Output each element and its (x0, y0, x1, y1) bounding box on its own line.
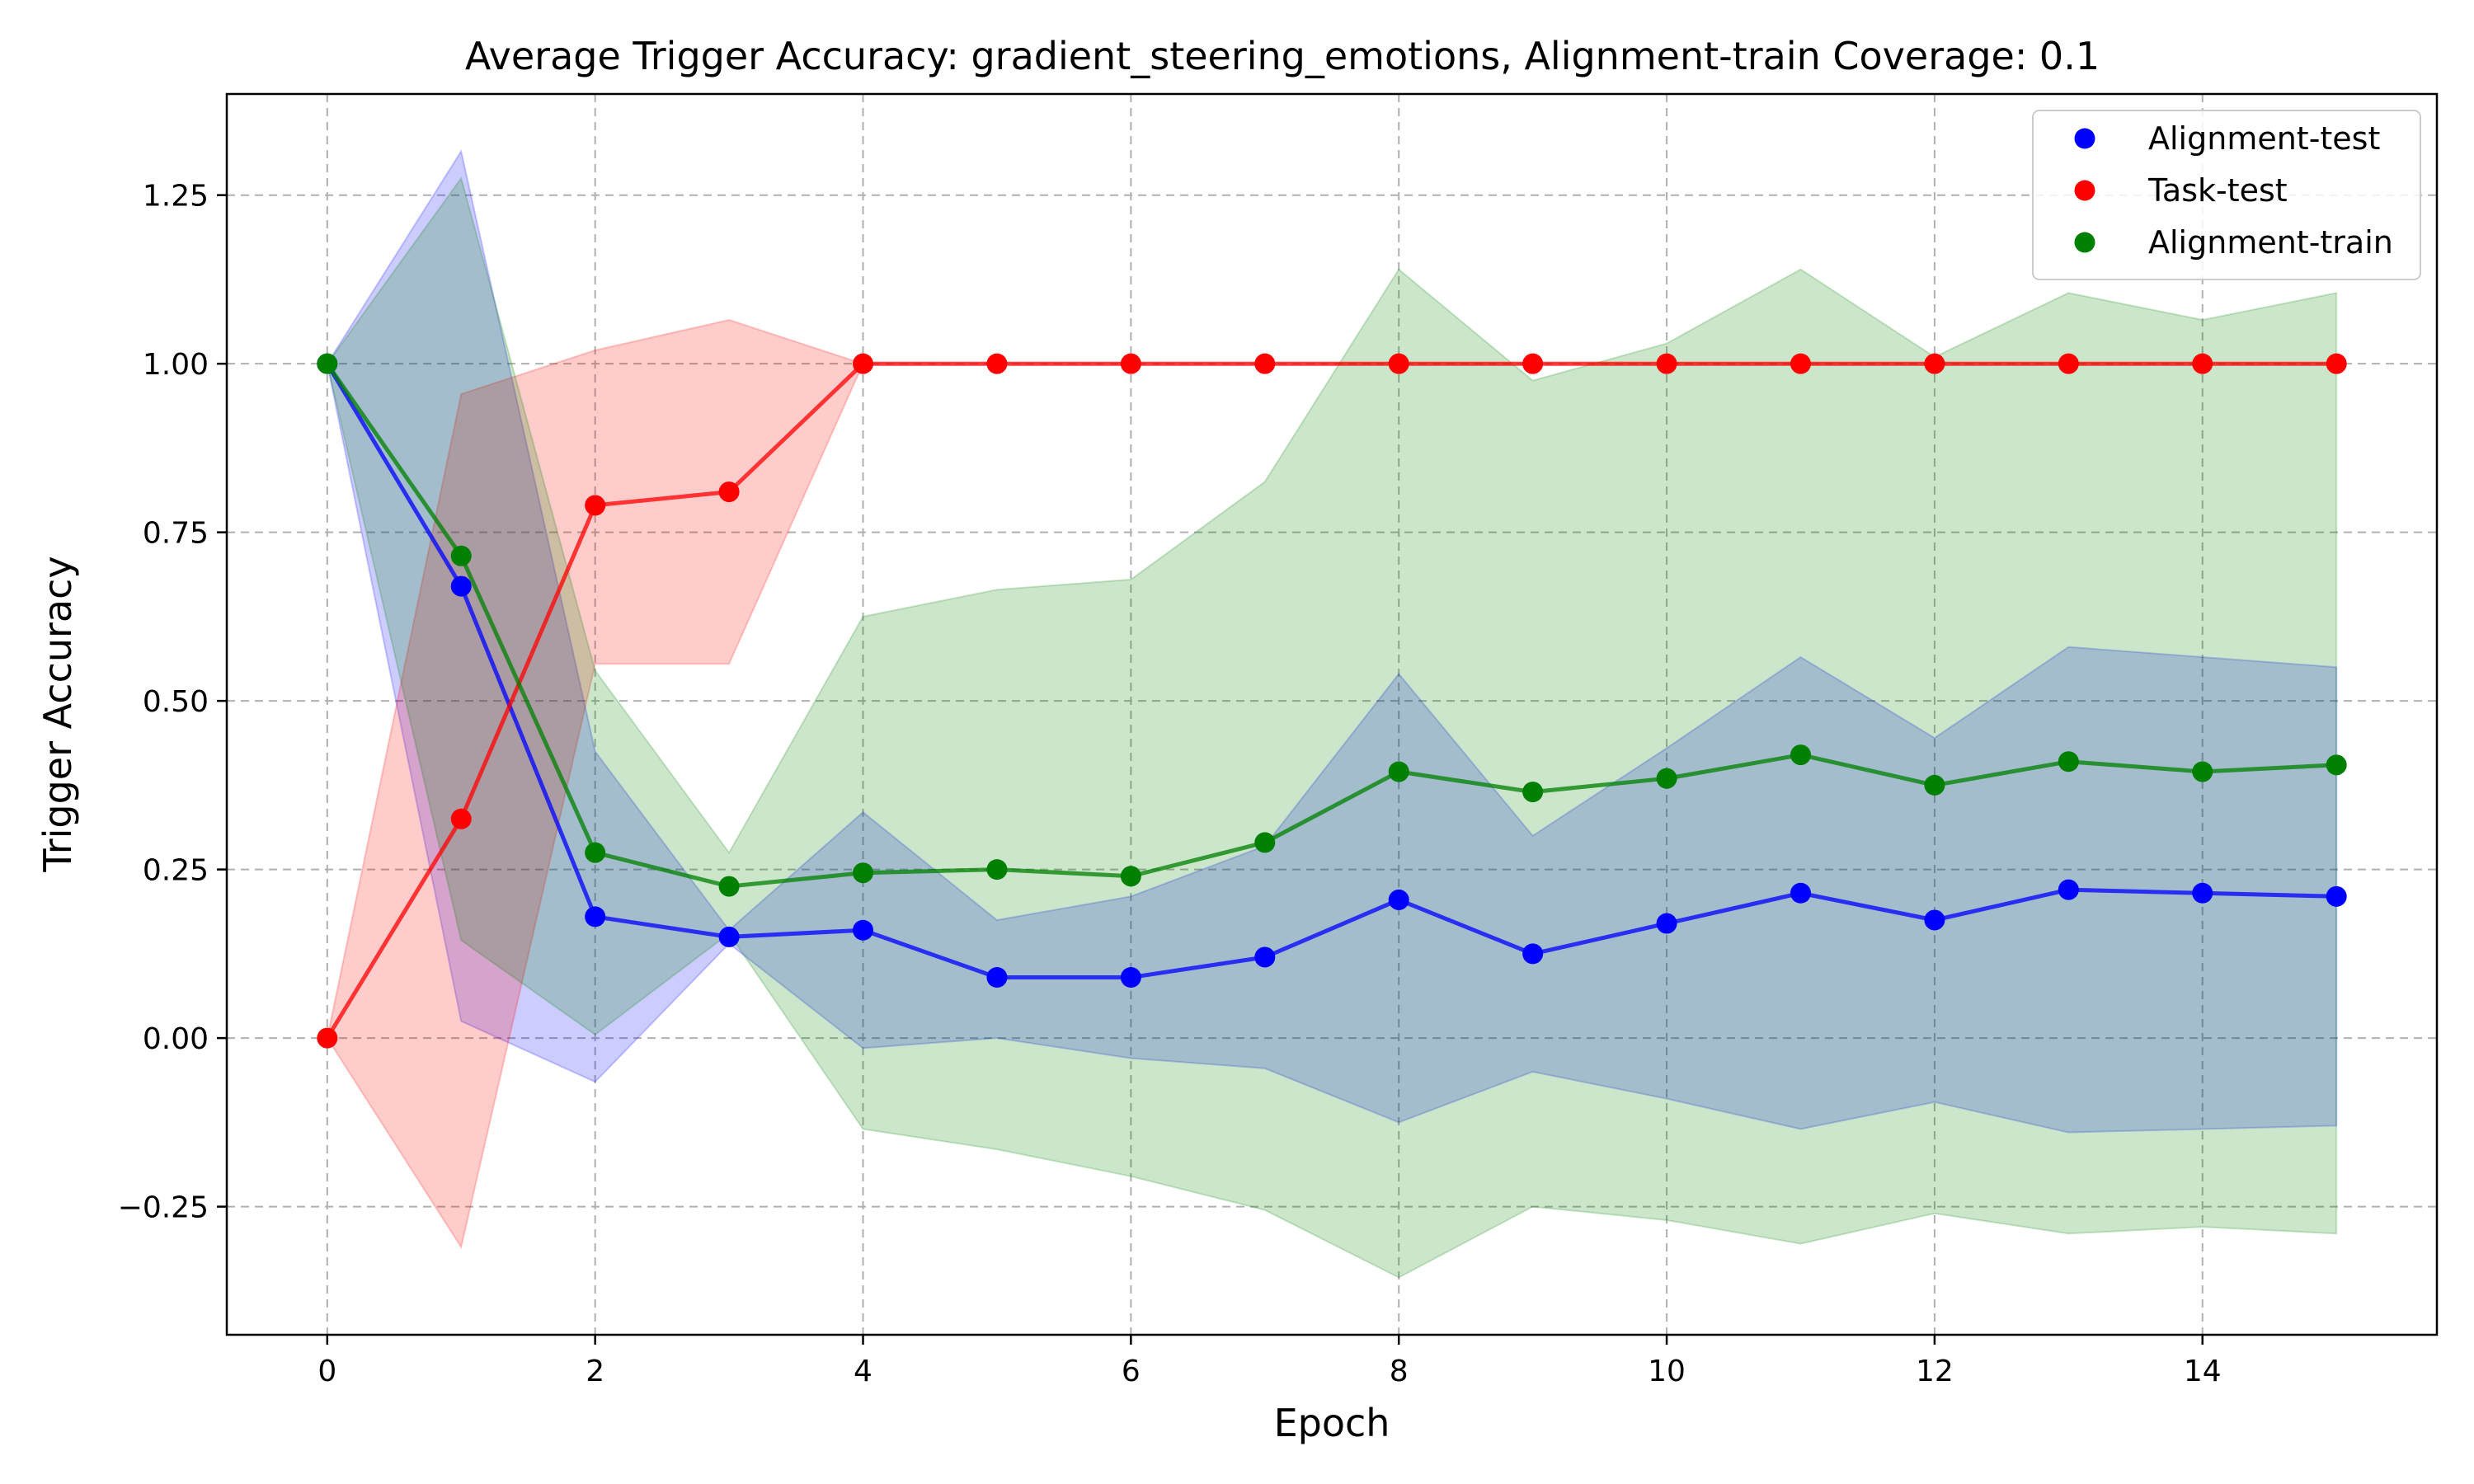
task-test-point (1924, 353, 1945, 374)
confidence-bands (326, 148, 2338, 1279)
x-tick-label: 4 (854, 1355, 872, 1388)
alignment-test-point (2192, 882, 2213, 904)
alignment-train-point (853, 862, 874, 884)
alignment-train-point (317, 353, 338, 374)
alignment-test-point (585, 906, 606, 928)
alignment-test-point (2326, 885, 2347, 907)
series-lines (325, 361, 2337, 1040)
task-test-point (718, 481, 740, 503)
task-test-point (986, 353, 1008, 374)
task-test-point (585, 495, 606, 516)
alignment-train-point (585, 842, 606, 863)
task-test-point (2058, 353, 2079, 374)
task-test-point (1790, 353, 1811, 374)
grid (227, 94, 2437, 1335)
y-tick-label: 0.50 (143, 685, 209, 719)
legend-marker-alignment-test (2074, 128, 2095, 149)
task-test-point (1254, 353, 1276, 374)
alignment-test-point (1924, 909, 1945, 931)
alignment-test-point (853, 919, 874, 941)
alignment-train-point (450, 545, 472, 566)
alignment-train-point (1522, 782, 1544, 803)
alignment-train-point (1656, 768, 1677, 789)
x-tick-label: 0 (317, 1355, 336, 1388)
alignment-train-point (1924, 774, 1945, 796)
chart-title: Average Trigger Accuracy: gradient_steer… (465, 34, 2100, 78)
task-test-point (853, 353, 874, 374)
y-tick-label: 0.75 (143, 517, 209, 551)
alignment-train-line (325, 362, 2337, 889)
legend-box (2032, 110, 2421, 280)
task-test-point (317, 1027, 338, 1049)
alignment-train-point (2326, 754, 2347, 776)
x-tick-label: 8 (1390, 1355, 1409, 1388)
legend-label-alignment-train: Alignment-train (2148, 224, 2393, 261)
y-axis-label: Trigger Accuracy (35, 556, 80, 872)
alignment-train-point (1790, 744, 1811, 766)
plot-frame (225, 92, 2439, 1336)
x-tick-label: 6 (1122, 1355, 1141, 1388)
legend-marker-alignment-train (2074, 232, 2095, 253)
task-test-point (1120, 353, 1141, 374)
legend-marker-task-test (2074, 180, 2095, 201)
legend: Alignment-test Task-test Alignment-train (2032, 110, 2421, 280)
y-tick-label: 0.25 (143, 854, 209, 888)
alignment-test-point (718, 926, 740, 947)
alignment-test-point (1120, 966, 1141, 988)
alignment-test-point (1522, 943, 1544, 965)
task-test-point (1388, 353, 1409, 374)
task-test-point (2326, 353, 2347, 374)
legend-label-task-test: Task-test (2147, 172, 2288, 209)
alignment-train-point (2058, 751, 2079, 773)
x-axis-label: Epoch (1274, 1401, 1390, 1445)
y-tick-label: −0.25 (118, 1191, 209, 1225)
y-tick-label: 1.00 (143, 348, 209, 382)
alignment-test-point (2058, 879, 2079, 900)
y-tick-label: 0.00 (143, 1022, 209, 1056)
task-test-point (1656, 353, 1677, 374)
task-test-point (2192, 353, 2213, 374)
y-axis-ticks: −0.25 0.00 0.25 0.50 0.75 1.00 1.25 (118, 180, 227, 1225)
alignment-train-point (986, 859, 1008, 881)
alignment-test-point (1254, 946, 1276, 968)
alignment-test-point (450, 575, 472, 597)
x-tick-label: 10 (1648, 1355, 1686, 1388)
alignment-test-line (325, 362, 2337, 979)
x-tick-label: 2 (586, 1355, 604, 1388)
alignment-train-point (2192, 761, 2213, 782)
alignment-test-point (1656, 913, 1677, 934)
legend-label-alignment-test: Alignment-test (2148, 120, 2380, 157)
x-tick-label: 14 (2184, 1355, 2222, 1388)
task-test-point (450, 808, 472, 829)
x-tick-label: 12 (1916, 1355, 1954, 1388)
y-tick-label: 1.25 (143, 180, 209, 214)
task-test-point (1522, 353, 1544, 374)
alignment-test-point (1388, 889, 1409, 910)
alignment-train-point (718, 876, 740, 897)
series-points (317, 353, 2347, 1049)
task-test-line (325, 361, 2337, 1040)
alignment-test-point (986, 966, 1008, 988)
x-axis-ticks: 0 2 4 6 8 10 12 14 (317, 1335, 2222, 1388)
alignment-test-point (1790, 882, 1811, 904)
alignment-train-point (1120, 866, 1141, 887)
alignment-train-point (1254, 832, 1276, 853)
alignment-train-point (1388, 761, 1409, 782)
